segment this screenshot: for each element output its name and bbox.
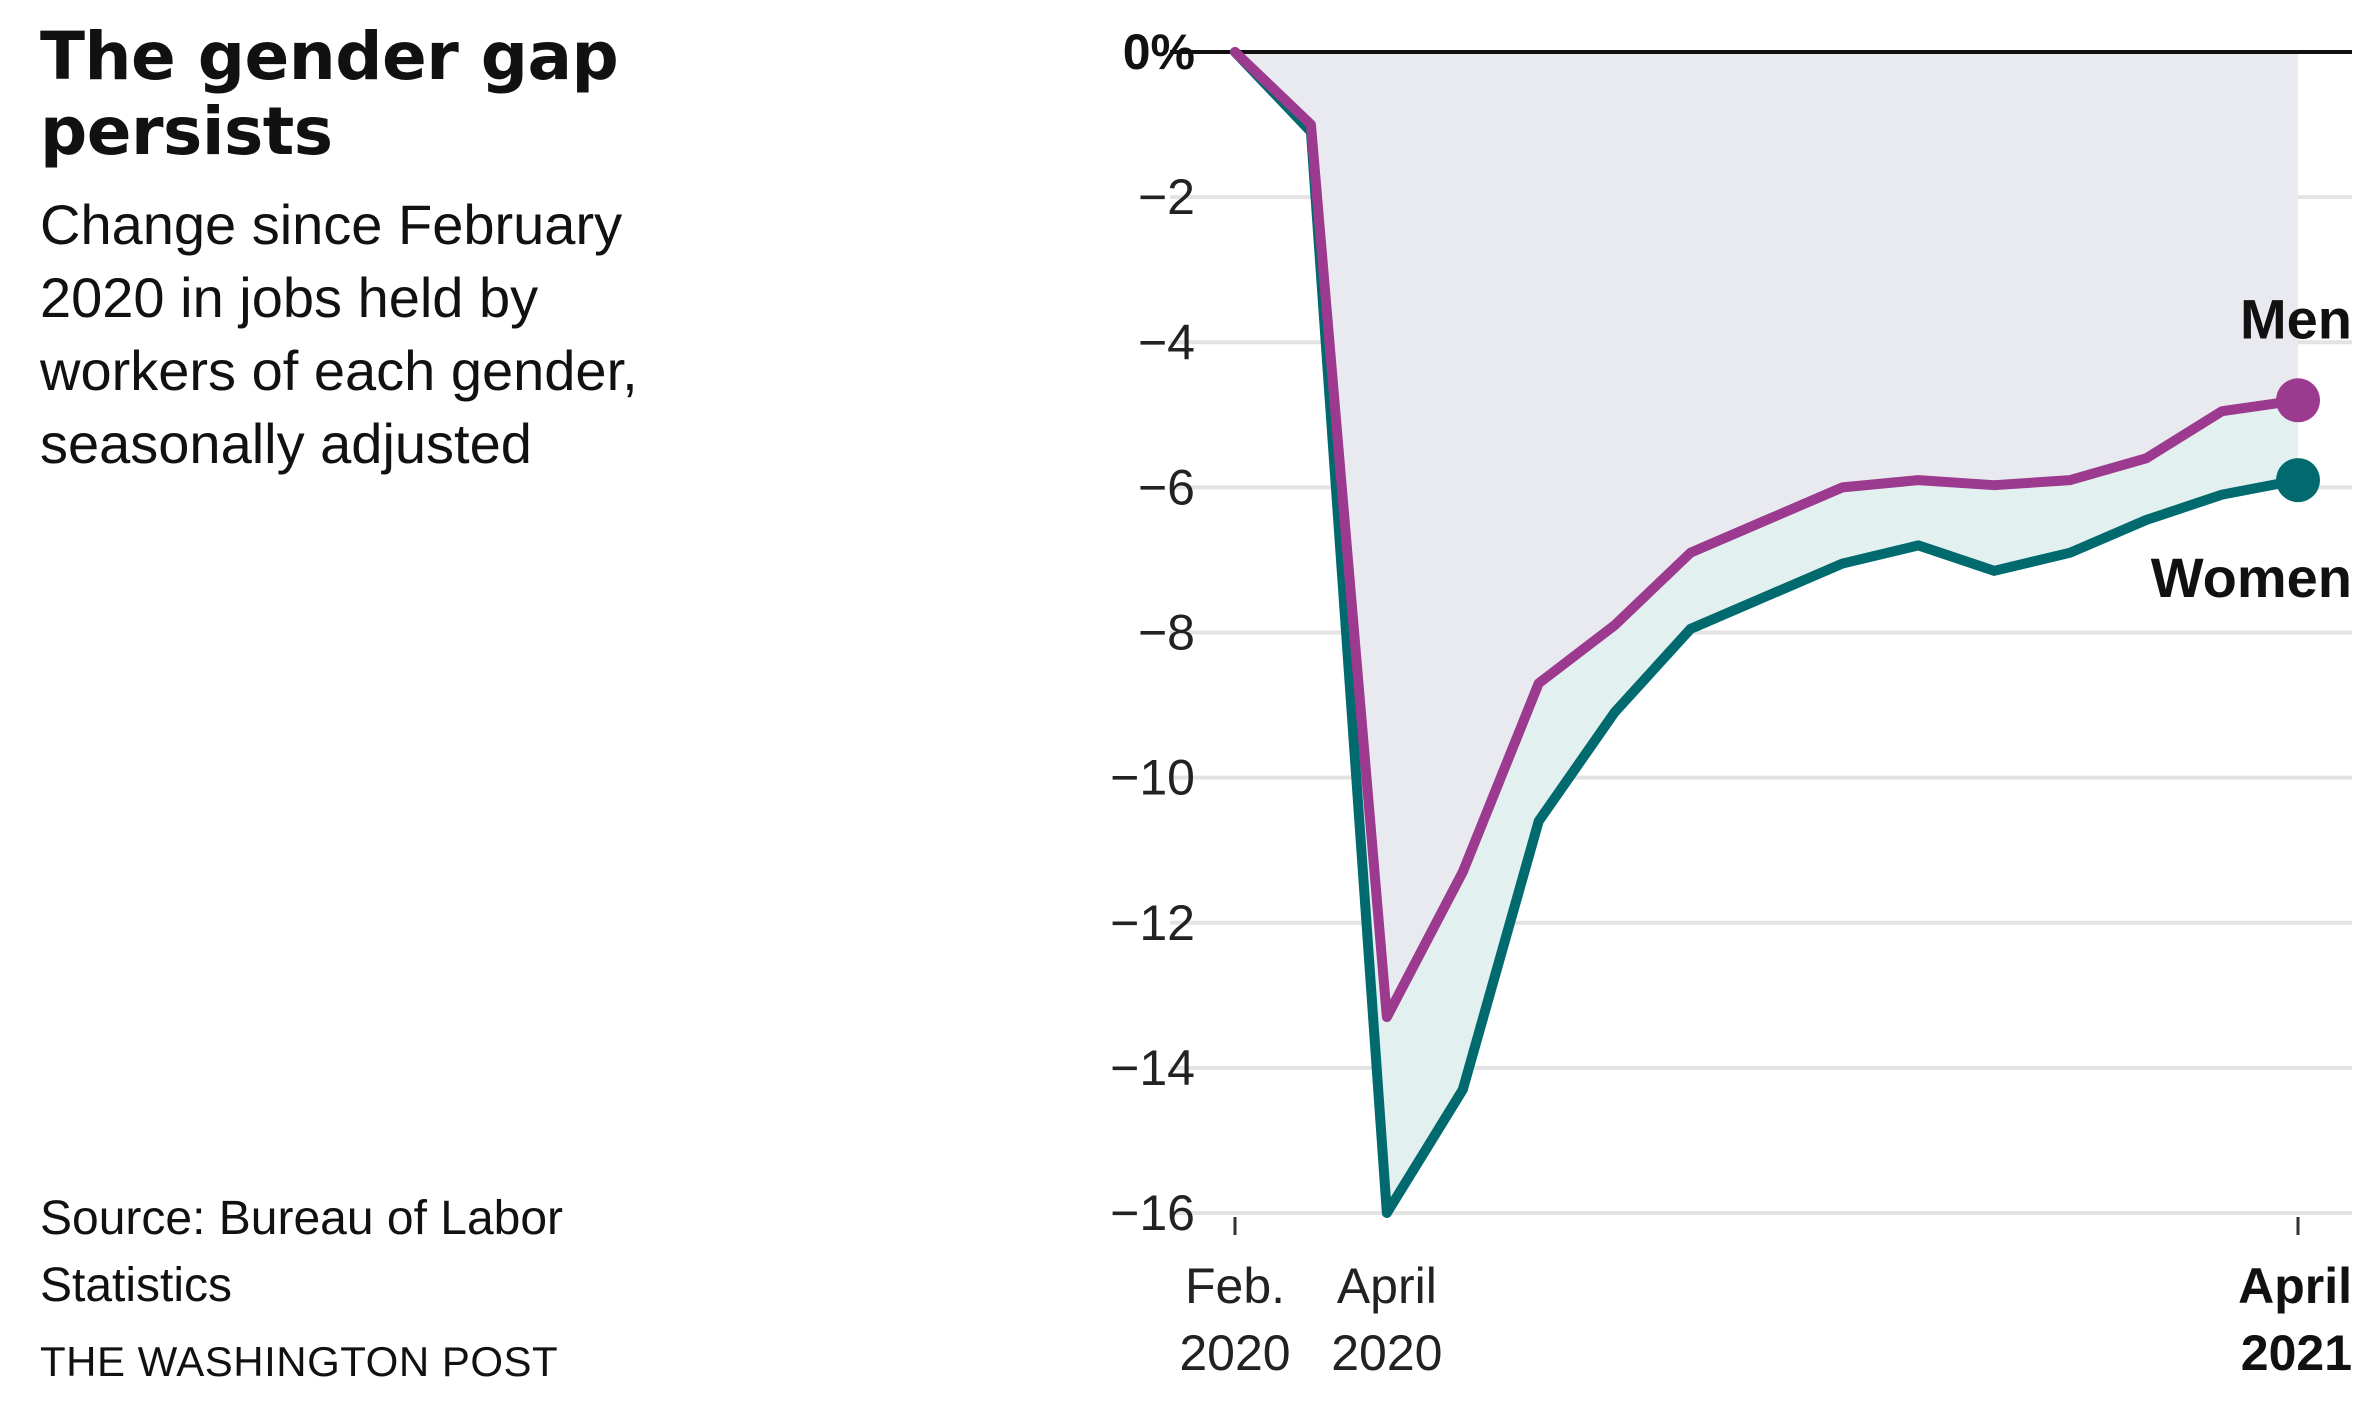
x-tick-label: 2020 xyxy=(1331,1325,1442,1381)
series-lines xyxy=(1230,47,2320,1218)
y-tick-label: −4 xyxy=(1138,314,1195,370)
x-tick-label: April xyxy=(2238,1258,2352,1314)
women-label: Women xyxy=(2151,546,2352,609)
y-tick-label: −12 xyxy=(1110,895,1195,951)
source-note: Source: Bureau of Labor Statistics xyxy=(40,1192,564,1313)
men-end-point xyxy=(2276,378,2320,423)
x-tick-label: 2020 xyxy=(1179,1325,1290,1381)
x-tick-label: 2021 xyxy=(2241,1325,2352,1381)
series-labels: Men Women xyxy=(2151,287,2352,609)
gender-gap-area xyxy=(1235,52,2298,1213)
y-axis-ticks: 0% −2 −4 −6 −8 −10 −12 −14 −16 xyxy=(1110,24,1195,1241)
y-tick-label: 0% xyxy=(1123,24,1195,80)
x-axis-ticks: Feb. 2020 April 2020 April 2021 xyxy=(1179,1217,2352,1381)
chart-title: The gender gap persists xyxy=(40,18,619,170)
women-end-point xyxy=(2276,458,2320,503)
y-tick-label: −16 xyxy=(1110,1185,1195,1241)
men-line xyxy=(1230,47,2303,1023)
y-tick-label: −6 xyxy=(1138,459,1195,515)
x-tick-label: Feb. xyxy=(1185,1258,1285,1314)
x-tick-label: April xyxy=(1337,1258,1437,1314)
y-tick-label: −2 xyxy=(1138,169,1195,225)
men-label: Men xyxy=(2240,287,2352,350)
y-tick-label: −14 xyxy=(1110,1040,1195,1096)
publisher-credit: THE WASHINGTON POST xyxy=(40,1338,559,1385)
header-block: The gender gap persists Change since Feb… xyxy=(40,18,740,480)
y-tick-label: −10 xyxy=(1110,750,1195,806)
chart-subtitle: Change since February 2020 in jobs held … xyxy=(40,193,638,475)
y-tick-label: −8 xyxy=(1138,605,1195,661)
women-line xyxy=(1230,47,2303,1218)
